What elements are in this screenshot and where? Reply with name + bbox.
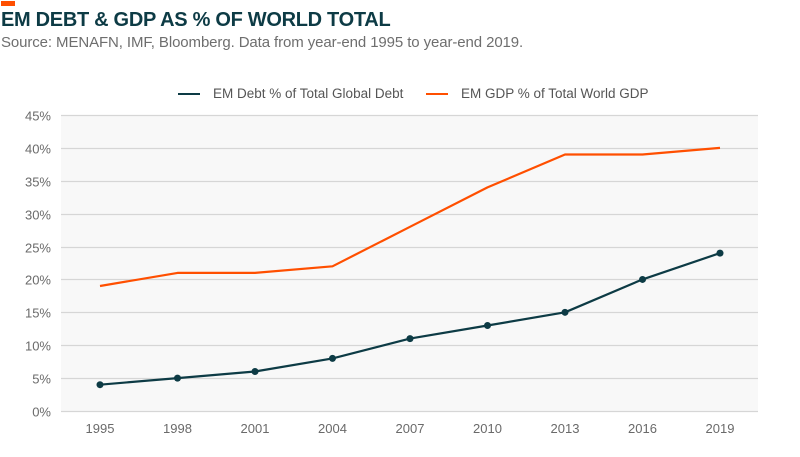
x-tick-label: 2013 <box>551 421 580 436</box>
accent-bar <box>1 1 15 6</box>
x-tick-label: 1998 <box>163 421 192 436</box>
x-tick-label: 1995 <box>86 421 115 436</box>
y-tick-label: 5% <box>32 372 51 387</box>
x-tick-label: 2010 <box>473 421 502 436</box>
data-point <box>406 335 414 343</box>
data-point <box>639 275 646 283</box>
y-axis: 0% 5% 10% 15% 20% 25% 30% 35% 40% 45% <box>25 109 51 420</box>
y-tick-label: 30% <box>25 208 51 223</box>
legend-label-debt: EM Debt % of Total Global Debt <box>213 86 404 101</box>
y-tick-label: 15% <box>25 306 51 321</box>
x-tick-label: 2019 <box>706 421 735 436</box>
chart-subtitle: Source: MENAFN, IMF, Bloomberg. Data fro… <box>1 34 524 51</box>
y-tick-label: 40% <box>25 142 51 157</box>
x-axis: 1995 1998 2001 2004 2007 2010 2013 2016 2019 <box>86 421 735 436</box>
data-point <box>716 249 724 257</box>
legend: EM Debt % of Total Global Debt EM GDP % … <box>0 86 800 106</box>
legend-item-debt: EM Debt % of Total Global Debt <box>178 86 403 101</box>
data-point <box>329 354 336 362</box>
legend-label-gdp: EM GDP % of Total World GDP <box>461 86 649 101</box>
x-tick-label: 2004 <box>318 421 347 436</box>
y-tick-label: 45% <box>25 109 51 124</box>
series-line <box>99 146 721 288</box>
y-tick-label: 35% <box>25 175 51 190</box>
y-tick-label: 0% <box>32 405 51 420</box>
data-point <box>96 381 104 389</box>
legend-swatch-debt <box>178 92 200 95</box>
data-point <box>561 308 569 316</box>
y-tick-label: 10% <box>25 339 51 354</box>
y-tick-label: 25% <box>25 241 51 256</box>
series-group <box>96 146 724 389</box>
data-point <box>251 368 259 376</box>
plot-area <box>61 115 758 411</box>
series-em-gdp <box>99 146 721 288</box>
legend-item-gdp: EM GDP % of Total World GDP <box>426 86 649 101</box>
x-tick-label: 2016 <box>628 421 657 436</box>
y-tick-label: 20% <box>25 273 51 288</box>
data-point <box>174 374 181 382</box>
chart-title: EM DEBT & GDP AS % OF WORLD TOTAL <box>1 9 391 31</box>
legend-swatch-gdp <box>426 92 448 95</box>
x-tick-label: 2001 <box>241 421 270 436</box>
series-em-debt <box>96 249 724 389</box>
x-tick-label: 2007 <box>396 421 425 436</box>
data-point <box>484 321 491 329</box>
